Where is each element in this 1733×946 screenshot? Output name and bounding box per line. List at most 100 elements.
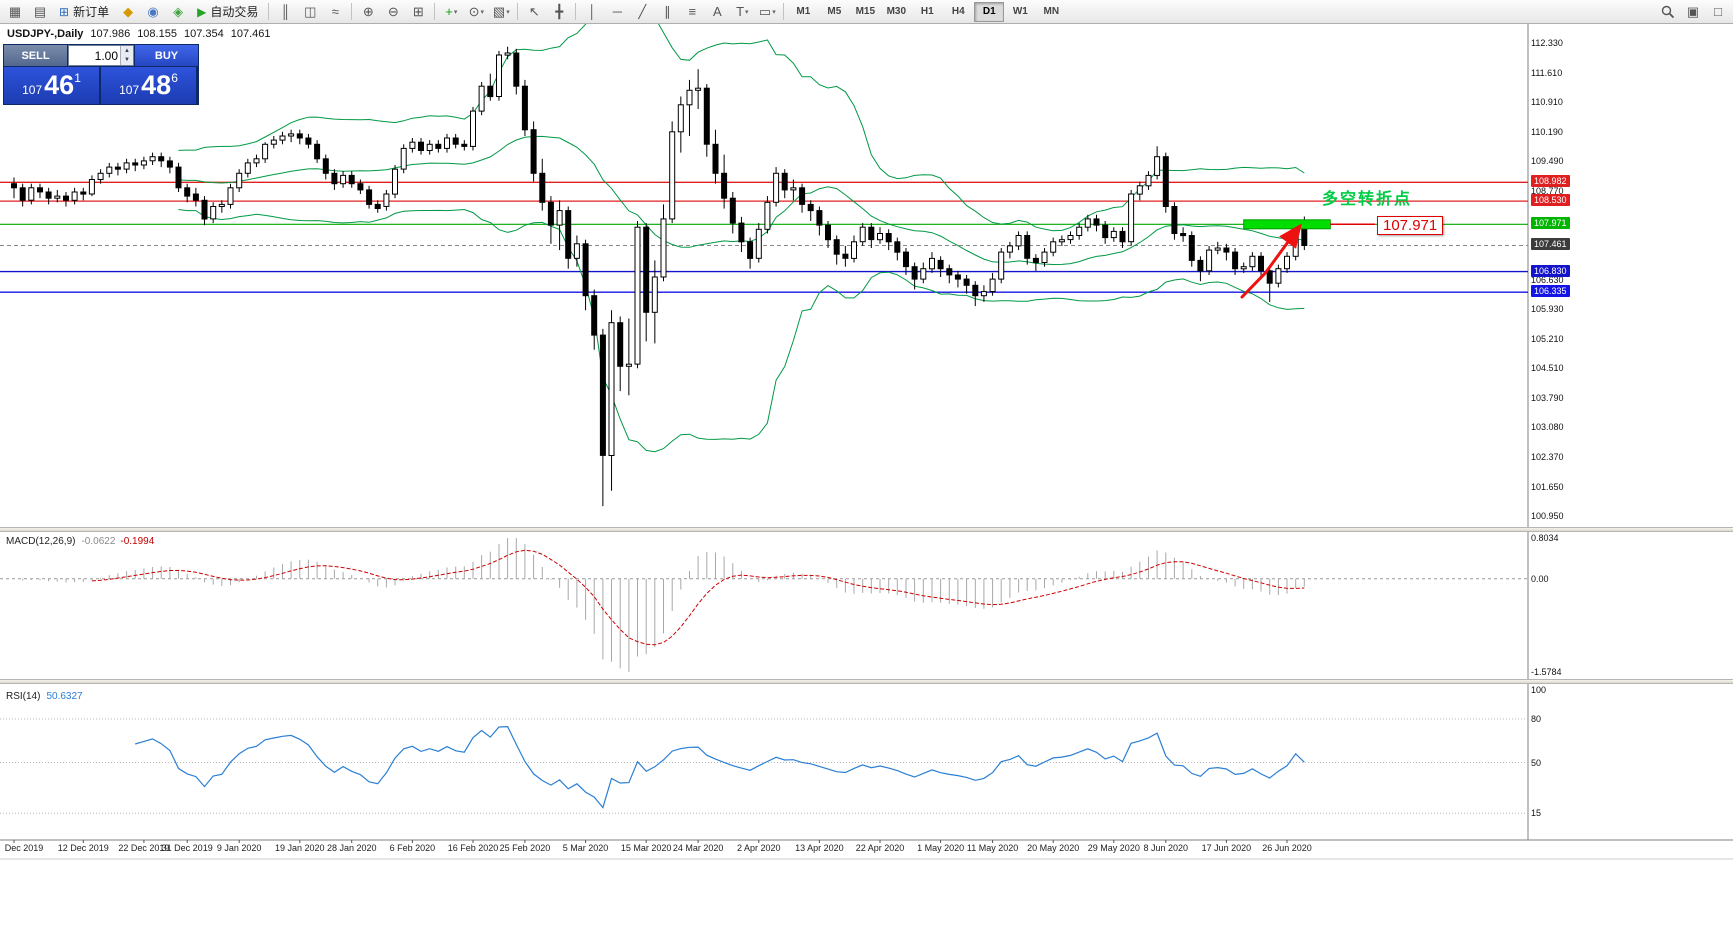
price-line-label: 107.971: [1531, 217, 1570, 230]
price-axis-label: 106.630: [1531, 274, 1564, 285]
candle: [279, 135, 286, 141]
sell-price-prefix: 107: [22, 82, 43, 97]
trendline-icon: ╱: [638, 3, 647, 19]
price-axis-label: 109.490: [1531, 156, 1564, 167]
toolbar-separator: [783, 3, 785, 20]
candle: [244, 162, 251, 174]
crosshair-icon[interactable]: ╋: [547, 1, 571, 23]
candle: [149, 156, 156, 162]
price-line-label: 108.982: [1531, 175, 1570, 188]
candle: [686, 89, 693, 106]
ohlc-low: 107.354: [183, 28, 224, 40]
timeframe-button-m30[interactable]: M30: [886, 6, 907, 17]
lot-size-input[interactable]: [69, 46, 120, 65]
bar-chart-icon[interactable]: ║: [273, 1, 297, 23]
zoom-in-icon[interactable]: ⊕: [356, 1, 380, 23]
timeframe-button-m5[interactable]: M5: [827, 6, 842, 17]
text-icon[interactable]: A: [705, 1, 729, 23]
templates-icon[interactable]: ▧ ▾: [489, 1, 513, 23]
sell-price-sup: 1: [74, 71, 81, 85]
rsi-axis-label: 100: [1531, 685, 1547, 695]
macd-value-main: -0.0622: [81, 536, 116, 547]
price-axis-label: 105.210: [1531, 333, 1564, 344]
lot-decrease-button[interactable]: ▼: [121, 55, 133, 65]
equidistant-channel-icon[interactable]: ∥: [655, 1, 679, 23]
autotrading-button[interactable]: ▶ 自动交易: [191, 2, 264, 22]
candle: [764, 201, 771, 230]
timeframe-button-d1[interactable]: D1: [974, 1, 1005, 22]
candlestick-chart-icon: ◫: [304, 3, 317, 19]
candle: [695, 87, 702, 91]
market-watch-icon[interactable]: ◆: [116, 1, 140, 23]
terminal-icon[interactable]: ◈: [166, 1, 190, 23]
timeframe-button-h4[interactable]: H4: [951, 6, 965, 17]
toolbar-separator: [351, 3, 353, 20]
candle: [1128, 193, 1135, 243]
macd-label: MACD(12,26,9): [6, 536, 76, 547]
buy-button[interactable]: BUY: [135, 45, 198, 66]
fibonacci-icon[interactable]: ≡: [680, 1, 704, 23]
crosshair-icon: ╋: [555, 3, 564, 19]
candle: [1050, 241, 1057, 253]
timeframe-button-m1[interactable]: M1: [796, 6, 811, 17]
data-window-icon[interactable]: ▣: [1686, 3, 1700, 19]
candle: [54, 195, 61, 199]
candle: [773, 172, 780, 203]
ohlc-close: 107.461: [230, 28, 271, 40]
candlestick-chart-icon[interactable]: ◫: [298, 1, 322, 23]
new-chart-icon[interactable]: ▦: [3, 1, 27, 23]
new-order-button[interactable]: ⊞ 新订单: [53, 2, 115, 22]
price-axis-label: 102.370: [1531, 451, 1564, 462]
pane-separator[interactable]: [0, 527, 1733, 532]
text-label-icon[interactable]: T ▾: [730, 1, 754, 23]
line-chart-icon[interactable]: ≈: [323, 1, 347, 23]
candle: [383, 193, 390, 207]
navigator-icon[interactable]: ◉: [141, 1, 165, 23]
one-click-trading-panel: SELL ▲ ▼ BUY 107 46 1 107 48 6: [3, 44, 199, 105]
timeframe-button-w1[interactable]: W1: [1012, 6, 1028, 17]
candle: [1249, 255, 1256, 268]
candle: [71, 191, 78, 201]
trendline-icon[interactable]: ╱: [630, 1, 654, 23]
shapes-icon[interactable]: ▭ ▾: [755, 1, 779, 23]
candle: [1214, 247, 1221, 251]
new-order-button-label: 新订单: [73, 5, 110, 19]
candle: [825, 224, 831, 241]
tile-windows-icon[interactable]: ⊞: [406, 1, 430, 23]
pane-separator[interactable]: [0, 679, 1733, 684]
chart-symbol-label: USDJPY-,Daily: [7, 28, 84, 40]
periods-icon[interactable]: ⊙ ▾: [464, 1, 488, 23]
timeframe-button-h1[interactable]: H1: [920, 6, 934, 17]
price-axis-label: 100.950: [1531, 510, 1564, 521]
horizontal-line-icon[interactable]: ─: [605, 1, 629, 23]
cursor-icon[interactable]: ↖: [522, 1, 546, 23]
lot-increase-button[interactable]: ▲: [121, 46, 133, 56]
timeframe-button-m15[interactable]: M15: [855, 6, 876, 17]
sell-button[interactable]: SELL: [4, 45, 67, 66]
timeframe-button-mn[interactable]: MN: [1043, 6, 1060, 17]
candle: [1223, 247, 1230, 253]
toolbar-separator: [575, 3, 577, 20]
vertical-line-icon[interactable]: │: [580, 1, 604, 23]
zoom-out-icon[interactable]: ⊖: [381, 1, 405, 23]
sell-price-box[interactable]: 107 46 1: [4, 67, 99, 104]
ohlc-high: 108.155: [137, 28, 177, 40]
bar-chart-icon: ║: [280, 4, 290, 19]
candle: [738, 222, 745, 243]
candle: [530, 129, 537, 174]
candle: [270, 139, 277, 145]
candle: [28, 187, 35, 201]
chart-title: USDJPY-,Daily 107.986 108.155 107.354 107.46…: [7, 28, 277, 40]
lot-size-box: ▲ ▼: [68, 45, 134, 66]
price-callout-label: 107.971: [1377, 216, 1444, 235]
price-axis-label: 105.930: [1531, 303, 1564, 314]
popup-prices-icon[interactable]: □: [1714, 4, 1722, 19]
candle: [331, 172, 338, 185]
equidistant-channel-icon: ∥: [664, 3, 671, 19]
search-icon[interactable]: [1656, 1, 1680, 23]
profiles-icon[interactable]: ▤: [28, 1, 52, 23]
cursor-icon: ↖: [528, 3, 540, 19]
buy-price-box[interactable]: 107 48 6: [101, 67, 196, 104]
indicators-icon[interactable]: + ▾: [439, 1, 463, 23]
